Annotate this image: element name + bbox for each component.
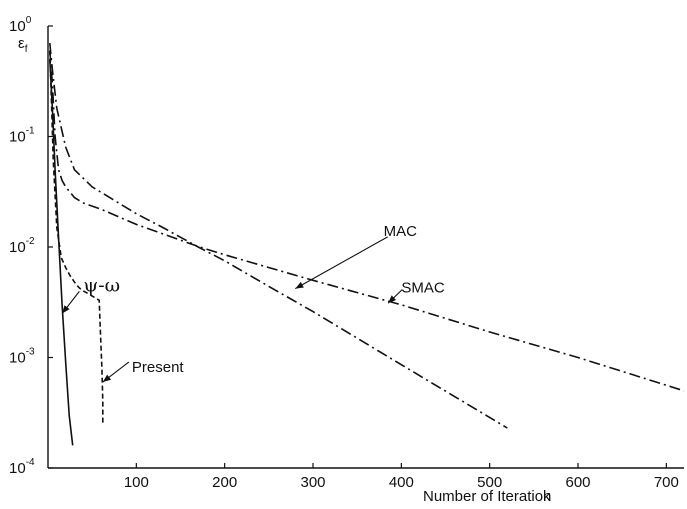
- series-line-psi-omega: [49, 59, 74, 446]
- series-line-smac: [49, 50, 685, 392]
- x-tick-label: 600: [565, 474, 590, 491]
- annotation-arrowhead-mac: [295, 281, 304, 289]
- y-axis-title: εf: [18, 35, 28, 55]
- y-tick-label: 10-4: [9, 457, 35, 477]
- curves: [49, 43, 685, 446]
- x-tick-label: 700: [654, 474, 679, 491]
- annotation-label-present: Present: [132, 359, 185, 376]
- annotation-label-smac: SMAC: [401, 280, 445, 297]
- y-tick-label: 10-3: [9, 347, 35, 367]
- y-tick-label: 10-2: [9, 236, 35, 256]
- x-tick-label: 300: [300, 474, 325, 491]
- series-line-present: [49, 50, 104, 424]
- x-tick-label: 400: [389, 474, 414, 491]
- annotation-label-mac: MAC: [384, 223, 418, 240]
- annotation-arrowhead-psi-omega: [62, 305, 70, 314]
- x-axis-title: Number of Iteration: [423, 488, 551, 505]
- x-axis-symbol: k: [543, 488, 551, 505]
- axes: [47, 26, 684, 469]
- series-line-mac: [49, 43, 508, 429]
- y-tick-label: 10-1: [9, 126, 35, 146]
- annotation-arrow-mac: [295, 236, 388, 290]
- annotations: MAC SMAC ψ-ω Present: [61, 223, 445, 383]
- annotation-arrowhead-present: [102, 374, 112, 383]
- x-tick-label: 500: [477, 474, 502, 491]
- x-tick-label: 200: [212, 474, 237, 491]
- annotation-label-psi-omega: ψ-ω: [83, 274, 120, 296]
- y-tick-label: 100: [9, 15, 32, 35]
- x-tick-label: 100: [124, 474, 149, 491]
- ticks: 100 200 300 400 500 600 700 100 10-1 10-2 10-3 10-4: [9, 15, 679, 491]
- annotation-arrowhead-smac: [388, 295, 397, 304]
